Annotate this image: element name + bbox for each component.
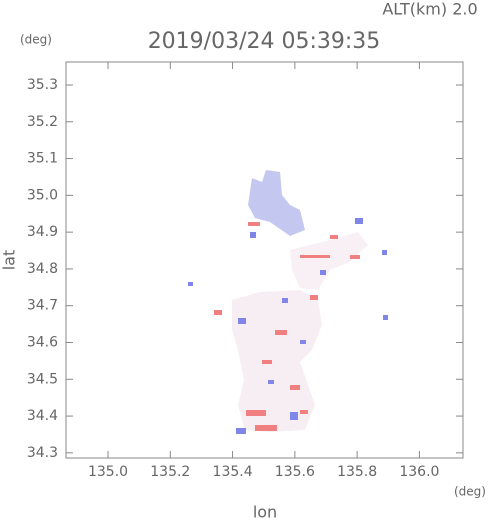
echo-cells — [188, 218, 388, 434]
y-tick-label: 35.1 — [27, 151, 58, 167]
x-unit: (deg) — [454, 485, 486, 499]
y-unit: (deg) — [20, 33, 52, 47]
echo-area — [232, 290, 322, 432]
x-tick-label: 135.4 — [213, 464, 253, 480]
echo-cells — [214, 222, 360, 431]
y-tick-label: 35.2 — [27, 114, 58, 130]
y-tick-label: 34.9 — [27, 224, 58, 240]
y-axis-label: lat — [0, 250, 19, 271]
y-tick-label: 34.8 — [27, 261, 58, 277]
x-axis-label: lon — [253, 503, 277, 521]
plot-frame — [65, 61, 464, 459]
chart-title: 2019/03/24 05:39:35 — [148, 29, 381, 54]
x-tick-label: 135.2 — [150, 464, 190, 480]
x-tick-label: 135.0 — [88, 464, 128, 480]
x-tick-label: 136.0 — [399, 464, 439, 480]
y-tick-label: 34.7 — [27, 298, 58, 314]
echo-area — [248, 170, 305, 236]
altitude-label: ALT(km) 2.0 — [382, 0, 477, 19]
y-tick-label: 35.0 — [27, 187, 58, 203]
echo-area — [290, 232, 368, 290]
x-tick-label: 135.8 — [337, 464, 377, 480]
y-tick-label: 34.6 — [27, 334, 58, 350]
y-tick-label: 34.4 — [27, 408, 58, 424]
y-tick-label: 34.5 — [27, 371, 58, 387]
y-tick-label: 34.3 — [27, 445, 58, 461]
radar-field — [188, 170, 388, 434]
y-tick-label: 35.3 — [27, 77, 58, 93]
x-tick-label: 135.6 — [275, 464, 315, 480]
